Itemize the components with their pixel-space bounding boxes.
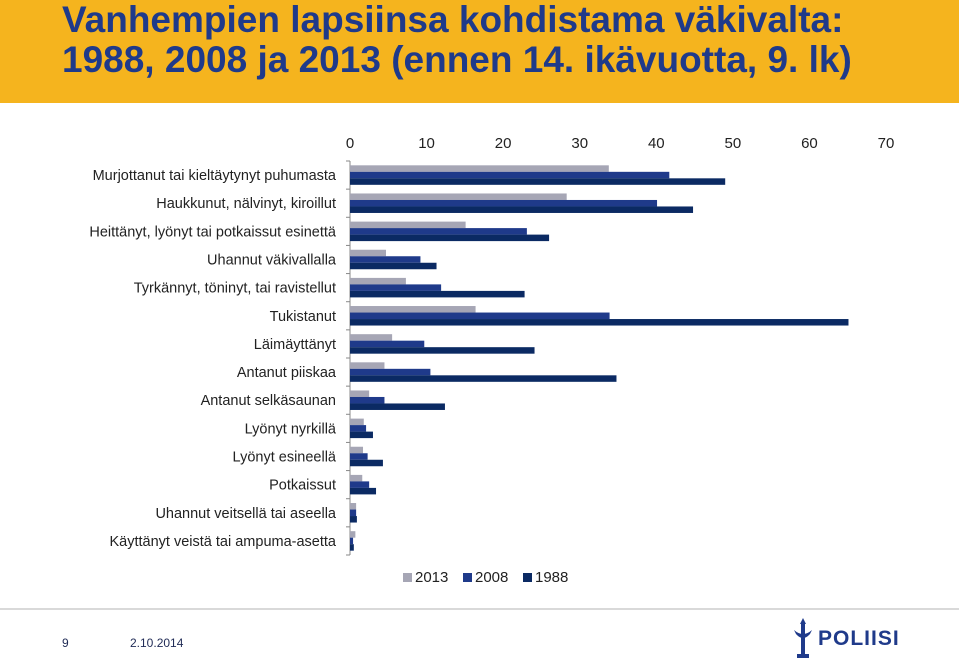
bar-2013	[350, 418, 364, 426]
x-tick-label: 0	[346, 135, 354, 152]
bar-2008	[350, 284, 442, 291]
category-label: Heittänyt, lyönyt tai potkaissut esinett…	[89, 224, 337, 240]
bar-2013	[350, 334, 393, 341]
bar-2013	[350, 362, 385, 369]
x-tick-label: 40	[648, 135, 665, 152]
bar-1988	[350, 234, 550, 242]
bar-2013	[350, 165, 609, 172]
bar-1988	[350, 206, 694, 213]
bar-1988	[350, 544, 354, 551]
bar-2008	[350, 453, 368, 460]
bar-2013	[350, 249, 386, 257]
footer-date: 2.10.2014	[130, 636, 184, 650]
bar-2008	[350, 228, 527, 235]
bar-2013	[350, 277, 406, 285]
category-label: Käyttänyt veistä tai ampuma-asetta	[110, 534, 337, 550]
category-label: Lyönyt nyrkillä	[245, 421, 337, 437]
bar-2013	[350, 306, 476, 313]
bar-2013	[350, 221, 466, 229]
legend-swatch-1988	[523, 573, 532, 582]
bar-2013	[350, 474, 363, 482]
category-label: Uhannut veitsellä tai aseella	[155, 506, 336, 522]
category-label: Tyrkännyt, töninyt, tai ravistellut	[134, 281, 336, 297]
bar-1988	[350, 347, 535, 354]
bar-2008	[350, 199, 658, 207]
x-tick-label: 20	[495, 135, 512, 152]
bar-2013	[350, 531, 356, 538]
x-tick-label: 50	[725, 135, 742, 152]
bar-1988	[350, 178, 726, 185]
bar-1988	[350, 290, 525, 298]
bar-2013	[350, 503, 357, 510]
category-label: Antanut selkäsaunan	[201, 393, 336, 409]
bar-2008	[350, 537, 354, 545]
category-label: Antanut piiskaa	[237, 365, 337, 381]
bar-1988	[350, 375, 617, 382]
legend-swatch-2013	[403, 573, 412, 582]
bar-2008	[350, 171, 670, 179]
legend-swatch-2008	[463, 573, 472, 582]
page-title-line-1: Vanhempien lapsiinsa kohdistama väkivalt…	[62, 0, 844, 40]
title-band	[0, 0, 959, 103]
bar-2008	[350, 425, 367, 432]
x-tick-label: 10	[418, 135, 435, 152]
bar-2008	[350, 312, 610, 320]
bar-2008	[350, 509, 357, 517]
page-number: 9	[62, 636, 69, 650]
category-label: Tukistanut	[270, 309, 336, 325]
bar-1988	[350, 459, 383, 467]
footer-divider	[0, 608, 959, 610]
bar-1988	[350, 516, 357, 523]
x-tick-label: 60	[801, 135, 818, 152]
category-label: Haukkunut, nälvinyt, kiroillut	[156, 196, 336, 212]
legend-label: 2013	[415, 569, 448, 586]
bar-2013	[350, 446, 364, 454]
bar-1988	[350, 487, 377, 495]
legend-label: 1988	[535, 569, 568, 586]
bar-1988	[350, 262, 437, 270]
bar-2013	[350, 390, 370, 397]
bar-chart: 0 10 20 30 40 50 60 70 Murjottanut tai kieltäyty…	[89, 135, 895, 586]
bar-1988	[350, 403, 445, 410]
bar-2008	[350, 396, 385, 404]
page-title-line-2: 1988, 2008 ja 2013 (ennen 14. ikävuotta,…	[62, 39, 852, 80]
category-label: Läimäyttänyt	[254, 337, 336, 353]
bar-2008	[350, 481, 370, 488]
bar-1988	[350, 319, 849, 326]
bar-2008	[350, 340, 425, 348]
bar-1988	[350, 431, 373, 439]
legend-label: 2008	[475, 569, 508, 586]
bar-2008	[350, 368, 431, 376]
logo-text: POLIISI	[818, 627, 900, 650]
bar-2013	[350, 193, 567, 200]
police-emblem-icon	[794, 618, 812, 658]
category-label: Potkaissut	[269, 478, 336, 494]
x-tick-label: 70	[878, 135, 895, 152]
category-label: Lyönyt esineellä	[233, 450, 337, 466]
category-label: Murjottanut tai kieltäytynyt puhumasta	[93, 168, 337, 184]
bar-2008	[350, 256, 421, 263]
x-tick-label: 30	[571, 135, 588, 152]
category-label: Uhannut väkivallalla	[207, 253, 337, 269]
